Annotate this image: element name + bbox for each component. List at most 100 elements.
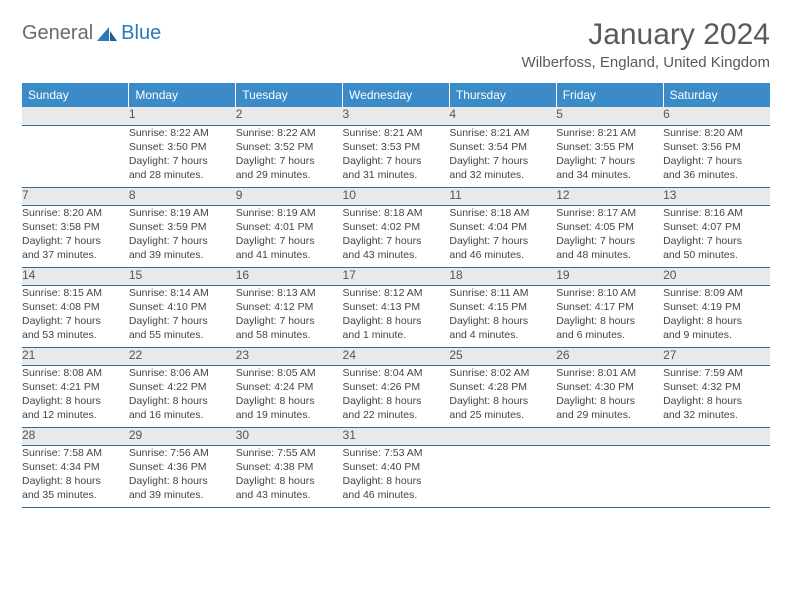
daylight-line: and 22 minutes. — [343, 408, 450, 422]
daylight-line: Daylight: 8 hours — [343, 474, 450, 488]
daylight-line: Daylight: 7 hours — [556, 234, 663, 248]
daylight-line: and 37 minutes. — [22, 248, 129, 262]
day-cell: Sunrise: 7:58 AMSunset: 4:34 PMDaylight:… — [22, 445, 129, 507]
sunset-line: Sunset: 4:32 PM — [663, 380, 770, 394]
sunrise-line: Sunrise: 8:17 AM — [556, 206, 663, 220]
sunrise-line: Sunrise: 7:56 AM — [129, 446, 236, 460]
day-cell: Sunrise: 8:02 AMSunset: 4:28 PMDaylight:… — [449, 365, 556, 427]
weekday-header: Wednesday — [343, 83, 450, 107]
sunset-line: Sunset: 4:38 PM — [236, 460, 343, 474]
daylight-line: and 43 minutes. — [236, 488, 343, 502]
day-content-row: Sunrise: 8:15 AMSunset: 4:08 PMDaylight:… — [22, 285, 770, 347]
sunrise-line: Sunrise: 8:16 AM — [663, 206, 770, 220]
sunrise-line: Sunrise: 8:20 AM — [663, 126, 770, 140]
day-cell: Sunrise: 8:01 AMSunset: 4:30 PMDaylight:… — [556, 365, 663, 427]
brand-part2: Blue — [121, 22, 161, 45]
day-cell: Sunrise: 7:59 AMSunset: 4:32 PMDaylight:… — [663, 365, 770, 427]
day-cell: Sunrise: 8:09 AMSunset: 4:19 PMDaylight:… — [663, 285, 770, 347]
weekday-header: Sunday — [22, 83, 129, 107]
day-number: 15 — [129, 267, 236, 285]
sunrise-line: Sunrise: 8:22 AM — [129, 126, 236, 140]
day-number — [556, 427, 663, 445]
daylight-line: and 31 minutes. — [343, 168, 450, 182]
daylight-line: Daylight: 7 hours — [449, 154, 556, 168]
daylight-line: and 32 minutes. — [663, 408, 770, 422]
sunset-line: Sunset: 4:07 PM — [663, 220, 770, 234]
daylight-line: Daylight: 8 hours — [556, 314, 663, 328]
weekday-header: Friday — [556, 83, 663, 107]
sunset-line: Sunset: 4:28 PM — [449, 380, 556, 394]
day-cell: Sunrise: 8:11 AMSunset: 4:15 PMDaylight:… — [449, 285, 556, 347]
sunset-line: Sunset: 4:10 PM — [129, 300, 236, 314]
daylight-line: and 58 minutes. — [236, 328, 343, 342]
daylight-line: and 46 minutes. — [449, 248, 556, 262]
daylight-line: Daylight: 7 hours — [449, 234, 556, 248]
daylight-line: Daylight: 8 hours — [22, 394, 129, 408]
daylight-line: Daylight: 7 hours — [22, 234, 129, 248]
day-number: 9 — [236, 187, 343, 205]
daylight-line: Daylight: 7 hours — [129, 154, 236, 168]
sunset-line: Sunset: 4:02 PM — [343, 220, 450, 234]
daylight-line: and 12 minutes. — [22, 408, 129, 422]
day-number: 24 — [343, 347, 450, 365]
brand-logo: General Blue — [22, 18, 161, 45]
day-cell: Sunrise: 7:55 AMSunset: 4:38 PMDaylight:… — [236, 445, 343, 507]
sunset-line: Sunset: 4:15 PM — [449, 300, 556, 314]
day-number: 6 — [663, 107, 770, 125]
daylight-line: Daylight: 7 hours — [556, 154, 663, 168]
day-number — [663, 427, 770, 445]
day-number: 26 — [556, 347, 663, 365]
day-number: 29 — [129, 427, 236, 445]
day-number-row: 14151617181920 — [22, 267, 770, 285]
sunrise-line: Sunrise: 7:59 AM — [663, 366, 770, 380]
sunset-line: Sunset: 4:08 PM — [22, 300, 129, 314]
daylight-line: and 50 minutes. — [663, 248, 770, 262]
sunrise-line: Sunrise: 8:18 AM — [343, 206, 450, 220]
day-number: 23 — [236, 347, 343, 365]
day-number: 11 — [449, 187, 556, 205]
sunrise-line: Sunrise: 8:09 AM — [663, 286, 770, 300]
daylight-line: and 29 minutes. — [236, 168, 343, 182]
sunset-line: Sunset: 4:30 PM — [556, 380, 663, 394]
daylight-line: Daylight: 8 hours — [129, 474, 236, 488]
day-cell: Sunrise: 8:10 AMSunset: 4:17 PMDaylight:… — [556, 285, 663, 347]
day-cell: Sunrise: 8:19 AMSunset: 4:01 PMDaylight:… — [236, 205, 343, 267]
day-number — [449, 427, 556, 445]
day-cell — [556, 445, 663, 507]
daylight-line: and 48 minutes. — [556, 248, 663, 262]
daylight-line: Daylight: 8 hours — [236, 394, 343, 408]
sunset-line: Sunset: 3:50 PM — [129, 140, 236, 154]
day-cell: Sunrise: 8:18 AMSunset: 4:02 PMDaylight:… — [343, 205, 450, 267]
sunset-line: Sunset: 3:56 PM — [663, 140, 770, 154]
day-content-row: Sunrise: 7:58 AMSunset: 4:34 PMDaylight:… — [22, 445, 770, 507]
sunrise-line: Sunrise: 8:20 AM — [22, 206, 129, 220]
daylight-line: Daylight: 7 hours — [129, 234, 236, 248]
day-content-row: Sunrise: 8:20 AMSunset: 3:58 PMDaylight:… — [22, 205, 770, 267]
day-number: 4 — [449, 107, 556, 125]
page-header: General Blue January 2024 Wilberfoss, En… — [22, 18, 770, 71]
day-number: 8 — [129, 187, 236, 205]
sunset-line: Sunset: 4:36 PM — [129, 460, 236, 474]
day-number: 7 — [22, 187, 129, 205]
daylight-line: Daylight: 7 hours — [236, 154, 343, 168]
weekday-header-row: Sunday Monday Tuesday Wednesday Thursday… — [22, 83, 770, 107]
day-cell: Sunrise: 8:21 AMSunset: 3:55 PMDaylight:… — [556, 125, 663, 187]
day-number: 30 — [236, 427, 343, 445]
daylight-line: Daylight: 8 hours — [449, 314, 556, 328]
daylight-line: Daylight: 8 hours — [556, 394, 663, 408]
day-number: 19 — [556, 267, 663, 285]
day-number: 18 — [449, 267, 556, 285]
day-number: 21 — [22, 347, 129, 365]
sunset-line: Sunset: 4:26 PM — [343, 380, 450, 394]
brand-part1: General — [22, 22, 93, 45]
sunrise-line: Sunrise: 8:08 AM — [22, 366, 129, 380]
day-number-row: 21222324252627 — [22, 347, 770, 365]
sunset-line: Sunset: 4:12 PM — [236, 300, 343, 314]
daylight-line: Daylight: 8 hours — [663, 314, 770, 328]
daylight-line: and 28 minutes. — [129, 168, 236, 182]
sunset-line: Sunset: 4:24 PM — [236, 380, 343, 394]
day-number: 3 — [343, 107, 450, 125]
sunrise-line: Sunrise: 8:18 AM — [449, 206, 556, 220]
day-cell — [663, 445, 770, 507]
day-cell: Sunrise: 8:22 AMSunset: 3:52 PMDaylight:… — [236, 125, 343, 187]
